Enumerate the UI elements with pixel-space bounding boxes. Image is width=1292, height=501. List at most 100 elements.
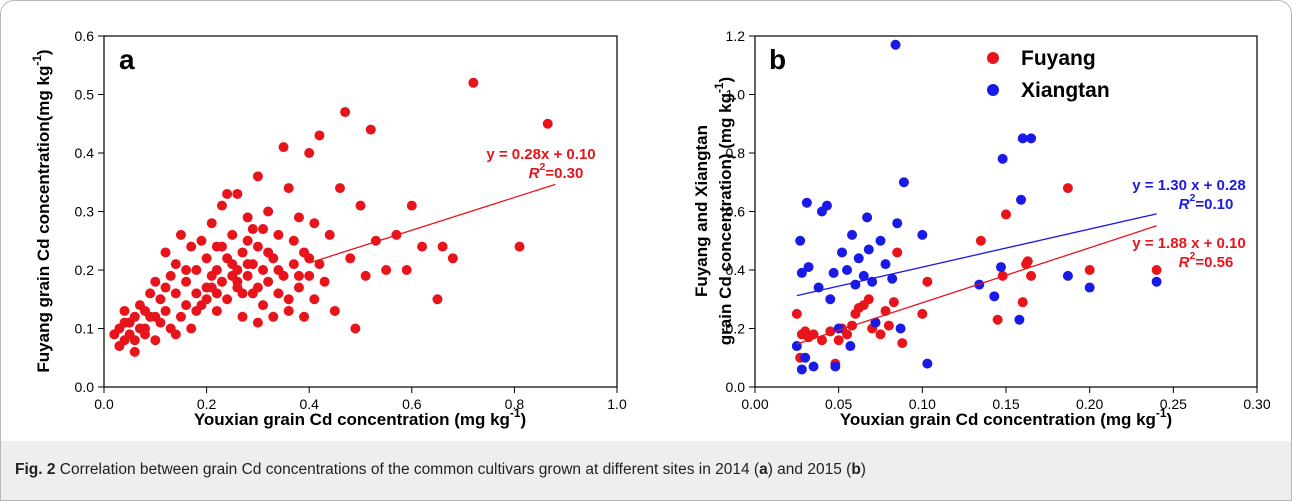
data-point: [170, 259, 181, 270]
data-point: [109, 329, 120, 340]
data-point: [232, 188, 243, 199]
data-point: [150, 276, 161, 287]
data-point: [542, 118, 553, 129]
data-point: [309, 218, 320, 229]
label-part: ): [716, 77, 735, 83]
y-tick-label: 0.4: [726, 262, 746, 278]
y-tick-label: 1.2: [726, 28, 746, 44]
data-point: [1016, 194, 1027, 205]
data-point: [795, 235, 806, 246]
data-point: [175, 311, 186, 322]
data-point: [432, 294, 443, 305]
data-point: [324, 229, 335, 240]
data-point: [842, 329, 853, 340]
label-part: Fuyang and Xiangtan: [692, 125, 711, 297]
fit-r2: R2=0.56: [1179, 250, 1234, 271]
data-point: [975, 235, 986, 246]
data-point: [150, 311, 161, 322]
y-tick-label: 0.2: [726, 321, 746, 337]
label-part: R: [1179, 254, 1190, 271]
fit-line: [309, 183, 556, 264]
y-tick-label: 0.0: [75, 379, 95, 395]
superscript: -1: [30, 55, 44, 66]
data-point: [355, 200, 366, 211]
x-tick-label: 0.20: [1076, 396, 1103, 412]
data-point: [1151, 265, 1162, 275]
superscript: 2: [1190, 192, 1196, 204]
x-tick-label: 1.0: [607, 396, 627, 412]
data-point: [821, 200, 832, 211]
data-point: [1026, 270, 1037, 281]
fit-line: [796, 225, 1157, 345]
data-point: [808, 329, 819, 340]
x-tick-label: 0.10: [909, 396, 936, 412]
x-tick-label: 0.15: [992, 396, 1019, 412]
data-point: [314, 130, 325, 141]
data-point: [211, 305, 222, 316]
caption-part: Fig. 2: [15, 461, 56, 478]
data-point: [237, 288, 248, 299]
data-point: [401, 265, 412, 275]
data-point: [211, 288, 222, 299]
data-point: [216, 200, 227, 211]
data-point: [345, 253, 356, 264]
label-part: =0.30: [545, 165, 583, 182]
data-point: [181, 300, 192, 311]
fit-line: [796, 213, 1157, 297]
data-point: [222, 294, 233, 305]
data-point: [796, 267, 807, 278]
x-tick-label: 0.6: [402, 396, 422, 412]
data-point: [808, 361, 819, 372]
plot-frame: [103, 35, 618, 388]
data-point: [803, 262, 814, 273]
data-point: [263, 276, 274, 287]
data-point: [206, 218, 217, 229]
data-point: [186, 241, 197, 252]
data-point: [853, 253, 864, 264]
data-point: [796, 364, 807, 375]
label-part: Youxian grain Cd concentration (mg kg: [194, 410, 510, 429]
data-point: [263, 247, 274, 258]
data-point: [842, 265, 853, 275]
data-point: [278, 142, 289, 153]
data-point: [304, 253, 315, 264]
data-point: [989, 291, 1000, 302]
data-point: [847, 229, 858, 240]
data-point: [283, 305, 294, 316]
data-point: [365, 124, 376, 135]
legend-label: Xiangtan: [1021, 79, 1110, 102]
data-point: [875, 329, 886, 340]
data-point: [119, 305, 130, 316]
x-tick-label: 0.2: [197, 396, 217, 412]
panel-label: a: [119, 44, 135, 75]
fit-equation: y = 1.88 x + 0.10: [1132, 235, 1245, 252]
chart: 0.0 0.2 0.4 0.6 0.8 1.0 0.0 0.1 0.2 0.3 0.4 0.5 0.6 a…: [30, 28, 1271, 429]
data-point: [360, 270, 371, 281]
label-part: ): [1167, 410, 1173, 429]
data-point: [247, 259, 258, 270]
data-point: [252, 317, 263, 328]
data-point: [242, 270, 253, 281]
data-point: [181, 265, 192, 275]
data-point: [273, 229, 284, 240]
legend-marker: [987, 52, 999, 64]
fit-r2: R2=0.30: [529, 161, 584, 182]
data-point: [800, 352, 811, 363]
data-point: [181, 276, 192, 287]
x-tick-label: 0.00: [741, 396, 768, 412]
data-point: [816, 335, 827, 346]
superscript: 2: [1190, 250, 1196, 262]
data-point: [293, 282, 304, 293]
data-point: [828, 267, 839, 278]
data-point: [1026, 133, 1037, 144]
data-point: [887, 273, 898, 284]
x-tick-label: 0.05: [825, 396, 852, 412]
legend-label: Fuyang: [1021, 47, 1096, 70]
data-point: [129, 335, 140, 346]
data-point: [160, 305, 171, 316]
data-point: [288, 235, 299, 246]
data-point: [160, 282, 171, 293]
data-point: [155, 294, 166, 305]
y-tick-label: 0.2: [75, 262, 95, 278]
